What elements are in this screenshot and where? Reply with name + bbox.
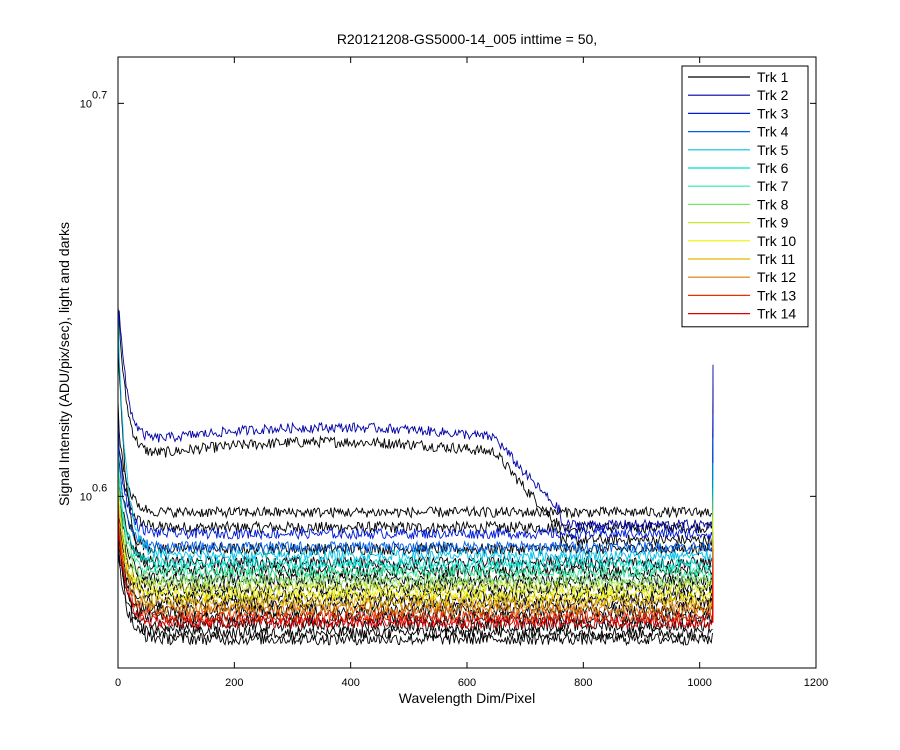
x-tick-label-1: 200 <box>225 677 243 689</box>
series-line-2 <box>117 310 714 532</box>
y-tick-label-exp-1: 0.7 <box>92 89 107 101</box>
chart-title: R20121208-GS5000-14_005 inttime = 50, <box>337 31 597 47</box>
legend-label-3: Trk 3 <box>757 105 789 121</box>
legend-label-10: Trk 10 <box>757 233 796 249</box>
x-tick-label-5: 1000 <box>687 677 711 689</box>
legend-label-13: Trk 13 <box>757 287 796 303</box>
legend-box <box>681 65 809 328</box>
x-axis: 0 200 400 600 800 1000 1200 <box>115 57 828 689</box>
y-tick-label-exp-0: 0.6 <box>92 482 107 494</box>
x-tick-label-6: 1200 <box>804 677 828 689</box>
legend-label-11: Trk 11 <box>757 251 795 267</box>
legend-label-5: Trk 5 <box>757 142 789 158</box>
legend-label-1: Trk 1 <box>757 69 789 85</box>
dark-trace-6 <box>117 481 713 588</box>
legend-label-12: Trk 12 <box>757 269 796 285</box>
legend-label-8: Trk 8 <box>757 196 789 212</box>
legend-label-4: Trk 4 <box>757 124 789 140</box>
series-line-6 <box>117 446 714 571</box>
dark-trace-2 <box>117 306 713 548</box>
legend-label-9: Trk 9 <box>757 215 789 231</box>
y-axis-label: Signal Intensity (ADU/pix/sec), light an… <box>56 222 72 506</box>
series-line-1 <box>117 384 714 520</box>
series-line-4 <box>117 433 714 554</box>
legend-label-6: Trk 6 <box>757 160 789 176</box>
series-line-7 <box>117 458 714 579</box>
legend-label-2: Trk 2 <box>757 87 789 103</box>
legend-label-7: Trk 7 <box>757 178 789 194</box>
dark-trace-1 <box>117 433 713 535</box>
x-axis-label: Wavelength Dim/Pixel <box>399 690 535 706</box>
series-line-3 <box>117 413 714 541</box>
series-line-10 <box>117 479 714 602</box>
dark-trace-14 <box>117 548 713 647</box>
x-tick-label-4: 800 <box>574 677 592 689</box>
x-tick-label-2: 400 <box>341 677 359 689</box>
series-line-5 <box>117 306 714 563</box>
series-line-12 <box>117 492 714 617</box>
series-line-8 <box>117 466 714 588</box>
series-line-13 <box>117 501 714 624</box>
y-tick-label-base-0: 10 <box>80 491 92 503</box>
y-tick-label-base-1: 10 <box>80 98 92 110</box>
series-group <box>117 306 714 647</box>
x-tick-label-3: 600 <box>458 677 476 689</box>
dark-trace-13 <box>117 533 713 641</box>
legend-label-14: Trk 14 <box>757 306 796 322</box>
dark-trace-7 <box>117 499 713 596</box>
legend: Trk 1 Trk 2 Trk 3 Trk 4 Trk 5 Trk 6 Trk 7 Trk 8… <box>681 65 809 328</box>
series-line-11 <box>117 488 714 610</box>
series-line-14 <box>117 509 714 630</box>
x-tick-label-0: 0 <box>115 677 121 689</box>
